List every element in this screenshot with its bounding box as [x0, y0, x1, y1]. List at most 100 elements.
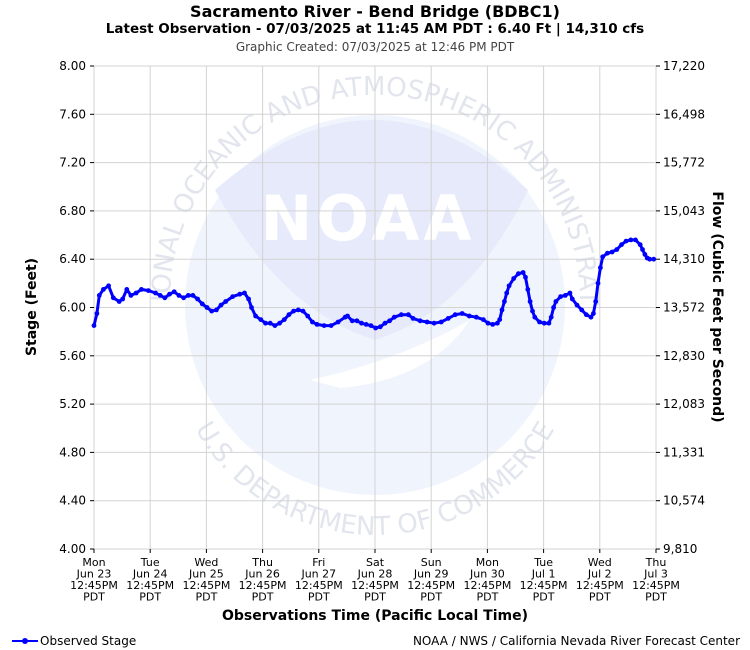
data-point: [600, 254, 606, 260]
data-point: [249, 305, 254, 310]
data-point: [417, 318, 423, 324]
data-point: [466, 313, 472, 319]
data-point: [567, 290, 573, 296]
data-point: [305, 313, 311, 319]
y2-tick-label: 12,830: [663, 349, 705, 363]
data-point: [272, 323, 278, 328]
data-point: [295, 307, 301, 313]
data-point: [328, 323, 334, 328]
data-point: [553, 299, 559, 304]
data-point: [277, 320, 282, 326]
data-point: [96, 293, 102, 298]
data-point: [651, 256, 657, 262]
data-point: [598, 265, 603, 271]
data-point: [424, 319, 430, 325]
data-point: [591, 311, 596, 316]
data-point: [382, 320, 388, 326]
data-point: [473, 314, 479, 320]
data-point: [246, 296, 252, 302]
data-point: [619, 242, 624, 248]
x-tick-label: Wed: [588, 556, 612, 569]
y2-tick-label: 14,310: [663, 252, 705, 266]
data-point: [153, 290, 158, 296]
x-tick-label: PDT: [364, 591, 386, 604]
x-tick-label: PDT: [252, 591, 274, 604]
data-point: [387, 318, 392, 324]
x-tick-label: Mon: [476, 556, 499, 569]
data-point: [373, 325, 378, 331]
data-point: [502, 299, 507, 304]
data-point: [593, 299, 599, 304]
x-tick-label: 12:45PM: [520, 579, 568, 592]
data-point: [633, 237, 638, 243]
x-tick-label: 12:45PM: [632, 579, 680, 592]
data-point: [181, 295, 187, 301]
data-point: [310, 319, 315, 325]
x-tick-label: 12:45PM: [126, 579, 174, 592]
y-tick-label: 6.80: [59, 204, 86, 218]
x-tick-label: PDT: [308, 591, 330, 604]
data-point: [314, 322, 320, 327]
x-tick-label: Jun 28: [357, 568, 393, 581]
data-point: [558, 294, 563, 299]
data-point: [520, 270, 526, 275]
y-axis-label: Stage (Feet): [24, 258, 40, 356]
data-point: [452, 312, 458, 318]
data-point: [523, 274, 528, 280]
data-point: [532, 314, 538, 320]
data-point: [579, 307, 585, 313]
data-point: [363, 322, 369, 327]
y-axis-ticks: 4.00 4.40 4.80 5.20 5.60 6.00 6.40 6.80 7.20 7.60…: [59, 59, 94, 556]
y2-tick-label: 17,220: [663, 59, 705, 73]
data-point: [459, 311, 465, 316]
data-point: [124, 287, 130, 292]
x-tick-label: PDT: [645, 591, 667, 604]
credit-text: NOAA / NWS / California Nevada River For…: [412, 634, 740, 648]
x-tick-label: 12:45PM: [576, 579, 624, 592]
data-point: [171, 289, 177, 295]
data-point: [133, 290, 139, 296]
x-tick-label: 12:45PM: [239, 579, 287, 592]
data-point: [199, 301, 205, 307]
x-tick-label: Sun: [421, 556, 442, 569]
data-point: [258, 317, 264, 322]
data-point: [349, 318, 355, 324]
x-tick-label: Jun 25: [188, 568, 224, 581]
data-point: [551, 305, 556, 310]
x-tick-label: Jun 26: [244, 568, 280, 581]
y2-axis-label: Flow (Cubic Feet per Second): [709, 191, 725, 422]
data-point: [377, 324, 383, 330]
data-point: [209, 308, 215, 314]
watermark-bird: [215, 120, 528, 340]
x-tick-label: 12:45PM: [407, 579, 455, 592]
y-tick-label: 5.20: [59, 397, 86, 411]
y-tick-label: 8.00: [59, 59, 86, 73]
data-point: [406, 312, 411, 318]
data-point: [214, 307, 219, 313]
data-point: [106, 283, 111, 289]
data-point: [286, 312, 292, 318]
y-tick-label: 7.20: [59, 156, 86, 170]
y2-tick-label: 12,083: [663, 397, 705, 411]
data-point: [91, 323, 97, 328]
data-point: [167, 291, 172, 297]
data-point: [368, 323, 374, 328]
grid: [93, 65, 657, 550]
data-point: [537, 319, 542, 325]
x-tick-label: Tue: [533, 556, 553, 569]
latest-observation: Latest Observation - 07/03/2025 at 11:45…: [105, 21, 645, 37]
data-point: [410, 316, 416, 321]
legend-line-marker-icon: [12, 634, 38, 648]
noaa-watermark: NOAA NATIONAL OCEANIC AND ATMOSPHERIC AD…: [0, 0, 603, 542]
y2-tick-label: 11,331: [663, 445, 705, 459]
data-point: [359, 320, 364, 326]
x-tick-label: Jun 30: [469, 568, 505, 581]
data-point: [391, 314, 397, 320]
x-tick-label: 12:45PM: [295, 579, 343, 592]
y-tick-label: 4.00: [59, 542, 86, 556]
x-tick-label: PDT: [533, 591, 555, 604]
data-point: [546, 320, 552, 326]
x-tick-label: Fri: [312, 556, 325, 569]
x-tick-label: PDT: [195, 591, 217, 604]
